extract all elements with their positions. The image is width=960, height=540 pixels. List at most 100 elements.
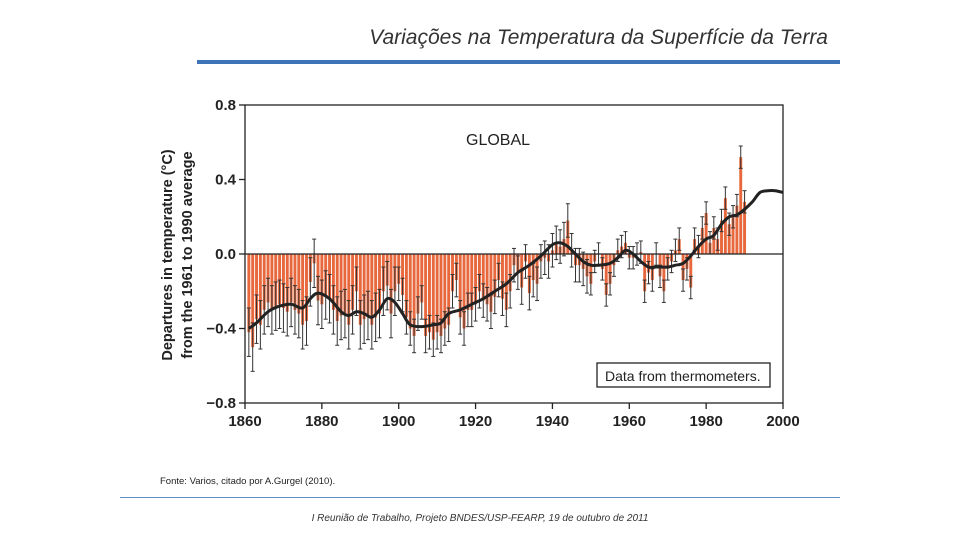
anomaly-bar (727, 224, 731, 254)
anomaly-bar (704, 213, 708, 254)
error-bar (369, 300, 374, 350)
anomaly-bar (466, 254, 470, 310)
anomaly-bar (428, 254, 431, 333)
error-bar (331, 285, 336, 335)
error-bar (435, 314, 440, 350)
error-bar (250, 322, 255, 372)
anomaly-bar (604, 254, 608, 295)
anomaly-bar (255, 254, 258, 320)
anomaly-bar (474, 254, 478, 305)
anomaly-bar (320, 254, 324, 305)
error-bar (561, 221, 566, 257)
error-bar (262, 285, 267, 335)
anomaly-bar (493, 254, 497, 297)
error-bar (650, 268, 655, 292)
error-bar (481, 283, 486, 318)
error-bar (558, 229, 563, 264)
anomaly-bar (608, 254, 612, 284)
error-bar (719, 208, 724, 233)
error-bar (588, 272, 593, 296)
slide-title: Variações na Temperatura da Superfície d… (369, 26, 828, 49)
anomaly-bar (739, 157, 743, 254)
error-bar (385, 260, 390, 311)
anomaly-bar (508, 254, 512, 292)
anomaly-bar (424, 254, 428, 336)
error-bar (312, 238, 317, 289)
error-bar (381, 266, 386, 316)
anomaly-bar (731, 216, 735, 254)
y-axis-label-line1: Departures in temperature (°C) (160, 149, 176, 360)
error-bar (523, 244, 528, 279)
x-tick-label: 1940 (536, 413, 569, 430)
anomaly-bar (301, 254, 305, 325)
error-bar (704, 201, 709, 225)
anomaly-bar (378, 254, 381, 314)
error-bar (538, 244, 543, 279)
error-bar (646, 260, 651, 285)
axis-ticks: 1860 1880 1900 1920 1940 1960 1980 2000 0.8 0.4 0.… (206, 97, 799, 430)
error-bar (658, 264, 663, 289)
error-bar (492, 279, 497, 315)
error-bar (458, 300, 463, 335)
error-bar (415, 296, 420, 331)
smoothed-curve (247, 188, 784, 330)
error-bar (469, 292, 474, 328)
y-axis-label-line2: from the 1961 to 1990 average (180, 151, 196, 358)
error-bar (373, 292, 378, 343)
error-bar (296, 288, 301, 339)
error-bar (673, 238, 678, 262)
anomaly-bar (358, 254, 362, 325)
error-bar (316, 275, 321, 326)
anomaly-bar (589, 254, 593, 284)
anomaly-bar (416, 254, 420, 314)
anomaly-bar (735, 205, 739, 254)
anomaly-bar (285, 254, 289, 312)
error-bar (292, 285, 297, 335)
error-bar (362, 294, 367, 344)
source-note: Fonte: Varios, citado por A.Gurgel (2010… (160, 476, 336, 487)
x-tick-label: 1900 (382, 413, 415, 430)
error-bar (565, 203, 570, 238)
error-bar (266, 277, 271, 328)
anomaly-bar (362, 254, 366, 320)
error-bar (677, 227, 682, 251)
anomaly-bar (331, 254, 335, 310)
y-tick-label: −0.4 (206, 321, 236, 338)
error-bar (661, 279, 666, 303)
anomaly-bar (274, 254, 278, 307)
error-bar (485, 287, 490, 322)
error-bar (604, 283, 609, 307)
error-bar (504, 292, 509, 328)
error-bar (346, 300, 351, 350)
anomaly-bar (489, 254, 493, 312)
error-bar (527, 275, 532, 311)
anomaly-bar (347, 254, 351, 325)
x-tick-label: 1880 (305, 413, 338, 430)
error-bar (354, 266, 359, 316)
error-bar (473, 287, 478, 322)
x-tick-label: 1920 (459, 413, 492, 430)
anomaly-bar (431, 254, 435, 340)
anomaly-bar (743, 201, 747, 254)
error-bar (642, 279, 647, 303)
error-bar (723, 186, 728, 210)
error-bar (281, 283, 286, 333)
y-tick-label: 0.4 (215, 172, 237, 189)
title-underline (197, 60, 840, 64)
error-bar (246, 307, 251, 357)
y-tick-label: 0.8 (215, 97, 236, 114)
anomaly-bar (339, 254, 343, 316)
error-bar (462, 311, 467, 346)
error-bar (396, 266, 401, 302)
anomaly-bar (293, 254, 297, 310)
anomaly-bar (343, 254, 347, 314)
anomaly-bar (681, 254, 685, 281)
anomaly-bar (723, 198, 727, 255)
error-bar (392, 266, 397, 316)
error-bar (408, 311, 413, 346)
error-bar (535, 266, 540, 302)
anomaly-bar (281, 254, 285, 309)
error-bar (431, 322, 436, 357)
error-bar (496, 262, 501, 298)
error-bar (454, 262, 459, 298)
